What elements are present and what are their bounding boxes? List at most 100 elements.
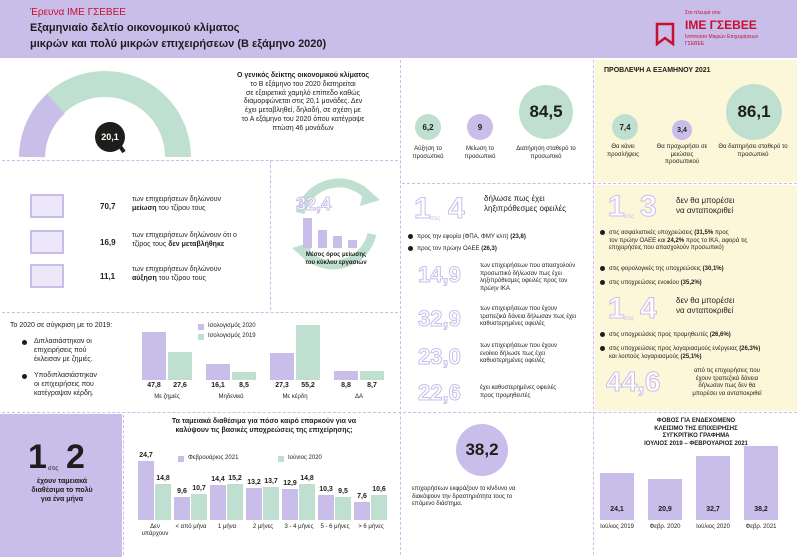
legend-swatch-2019 bbox=[198, 334, 204, 340]
category-label: Δεν υπάρχουν bbox=[141, 524, 169, 538]
header-eyebrow: Έρευνα ΙΜΕ ΓΣΕΒΕΕ bbox=[30, 7, 126, 18]
bar bbox=[296, 324, 320, 380]
page-title: Εξαμηνιαίο δελτίο οικονομικού κλίματος bbox=[30, 22, 240, 34]
legend-swatch-jun2020 bbox=[278, 456, 284, 462]
fear-chart-title-line: ΚΛΕΙΣΙΜΟ ΤΗΣ ΕΠΙΧΕΙΡΗΣΗΣ bbox=[654, 425, 738, 432]
cannot-loans-line: έχουν τραπεζικά δάνεια bbox=[695, 375, 759, 382]
cycle-mini-bar bbox=[348, 240, 357, 248]
category-label: 1 μήνα bbox=[217, 524, 237, 530]
page-subtitle: μικρών και πολύ μικρών επιχειρήσεων (Β ε… bbox=[30, 38, 327, 50]
bar bbox=[334, 371, 358, 380]
bar bbox=[155, 484, 171, 520]
bar bbox=[210, 485, 226, 520]
cannot-loans-line: μπορέσει να ανταποκριθεί bbox=[692, 390, 762, 397]
cannot-pay-1in4: 1 στις 4 δεν θα μπορέσει να ανταποκριθεί bbox=[600, 292, 795, 328]
legend-label-feb2021: Φεβρουάριος 2021 bbox=[188, 455, 239, 461]
debt-rent-line: ενοίκιο δήλωσε πως έχει bbox=[480, 350, 546, 357]
cannot-bullet-value: 24,2% bbox=[667, 237, 685, 244]
fear-chart-title-line: ΣΥΓΚΡΙΤΙΚΟ ΓΡΑΦΗΜΑ bbox=[662, 433, 730, 439]
debt-suppliers-line: προς προμηθευτές bbox=[480, 392, 531, 399]
legend-swatch-2020 bbox=[198, 324, 204, 330]
comparison-bullet-line: κατέγραψαν κέρδη. bbox=[34, 389, 94, 397]
cash-big-2: 2 bbox=[66, 438, 85, 476]
bar-value-label: 9,5 bbox=[338, 488, 348, 496]
cash-small: στις bbox=[48, 466, 59, 472]
cash-panel bbox=[0, 414, 122, 557]
cycle-mini-bar bbox=[318, 230, 327, 248]
forecast-reduce-circle: 3,4 bbox=[672, 120, 692, 140]
staff-increase-label: Αύξηση το προσωπικό bbox=[412, 146, 444, 160]
debt-rent-text: των επιχειρήσεων που έχουν ενοίκιο δήλωσ… bbox=[480, 343, 590, 366]
cannot-bullet-text: επιχειρήσεις που απασχολούν προσωπικό) bbox=[609, 245, 724, 252]
debt-ika-value: 14,9 bbox=[418, 262, 462, 288]
bar bbox=[206, 363, 230, 380]
cycle-label-line: του κύκλου εργασιών bbox=[305, 259, 367, 266]
comparison-bullet-line: Διπλασιάστηκαν οι bbox=[34, 338, 92, 345]
revenue-text-bold: δεν μεταβλήθηκε bbox=[168, 240, 225, 248]
cannot-big-1: 1 bbox=[608, 190, 626, 224]
revenue-text: του τζίρου τους bbox=[158, 204, 206, 212]
debt-ika-text: των επιχειρήσεων που απασχολούν προσωπικ… bbox=[480, 263, 590, 293]
forecast-stable-label: Θα διατηρήσει σταθερό το προσωπικό bbox=[718, 144, 788, 158]
bar bbox=[335, 497, 351, 520]
revenue-row: 70,7 των επιχειρήσεων δηλώνουν μείωση το… bbox=[30, 192, 270, 222]
revenue-row: 16,9 των επιχειρήσεων δηλώνουν ότι ο τζί… bbox=[30, 228, 270, 258]
bar-value-label: 27,3 bbox=[275, 382, 289, 389]
cash-text-line: διαθέσιμα το πολύ bbox=[31, 486, 93, 494]
revenue-value: 70,7 bbox=[100, 202, 116, 211]
bar bbox=[744, 445, 778, 520]
bar-value-label: 10,6 bbox=[372, 485, 386, 493]
logo-name: ΙΜΕ ΓΣΕΒΕΕ bbox=[685, 18, 757, 32]
cannot-bullet-text: στις φορολογικές της υποχρεώσεις bbox=[609, 266, 701, 273]
staff-decrease-circle: 9 bbox=[467, 114, 493, 140]
revenue-text-bold: μείωση bbox=[132, 204, 157, 212]
bar bbox=[142, 332, 166, 380]
cash-chart-title-line: Τα ταμειακά διαθέσιμα για πόσο καιρό επα… bbox=[171, 418, 357, 425]
bar bbox=[270, 352, 294, 380]
logo-subtitle: Ινστιτούτο Μικρών Επιχειρήσεων bbox=[685, 34, 759, 40]
shop-icon bbox=[30, 264, 64, 288]
climate-text-line: σε εξαιρετικά χαμηλό επίπεδο καθώς bbox=[246, 89, 360, 97]
fear-chart-title-line: ΙΟΥΛΙΟΣ 2019 – ΦΕΒΡΟΥΑΡΙΟΣ 2021 bbox=[644, 440, 748, 447]
fear-chart-title: ΦΟΒΟΣ ΓΙΑ ΕΝΔΕΧΟΜΕΝΟ ΚΛΕΙΣΙΜΟ ΤΗΣ ΕΠΙΧΕΙ… bbox=[598, 418, 794, 448]
bar bbox=[232, 371, 256, 380]
cannot-big-4: 4 bbox=[640, 292, 658, 326]
bar-value-label: 8,7 bbox=[367, 382, 377, 389]
climate-text: Ο γενικός δείκτης οικονομικού κλίματος τ… bbox=[213, 72, 393, 133]
climate-text-line: Ο γενικός δείκτης οικονομικού κλίματος bbox=[236, 72, 370, 79]
bar-value-label: 7,6 bbox=[357, 492, 367, 500]
bar-value-label: 27,6 bbox=[173, 382, 187, 389]
cash-text: έχουν ταμειακά διαθέσιμα το πολύ για ένα… bbox=[14, 478, 110, 504]
cash-text-line: έχουν ταμειακά bbox=[36, 478, 88, 485]
category-label: Με κέρδη bbox=[282, 394, 308, 400]
bar bbox=[318, 495, 334, 520]
debt-text: δήλωσε πως έχει bbox=[484, 194, 545, 203]
debt-bullet: προς τον πρώην ΟΑΕΕ (26,3) bbox=[408, 246, 497, 254]
category-label: 3 - 4 μήνες bbox=[284, 524, 314, 530]
bar bbox=[371, 494, 387, 520]
debt-loans-line: καθυστερημένες οφειλές bbox=[480, 321, 545, 327]
staff-stable-circle: 84,5 bbox=[519, 85, 573, 139]
logo-subtitle-2: ΓΣΕΒΕΕ bbox=[685, 41, 705, 47]
climate-text-line: το Β εξάμηνο του 2020 διατηρείται bbox=[250, 80, 356, 88]
debt-bullet: προς την εφορία (ΦΠΑ, ΦΜΥ κλπ) (23,8) bbox=[408, 234, 526, 242]
debt-1in4: 1 στις 4 δήλωσε πως έχει ληξιπρόθεσμες ο… bbox=[414, 192, 594, 232]
revenue-row: 11,1 των επιχειρήσεων δηλώνουν αύξηση το… bbox=[30, 262, 270, 292]
forecast-hire-circle: 7,4 bbox=[612, 114, 638, 140]
debt-bullet-value: (23,8) bbox=[510, 234, 526, 241]
debt-big-1: 1 bbox=[414, 192, 432, 226]
bar-value-label: 13,7 bbox=[264, 478, 278, 486]
logo: Στο πλευρό σου ΙΜΕ ΓΣΕΒΕΕ Ινστιτούτο Μικ… bbox=[635, 4, 795, 54]
debt-bullet-text: προς τον πρώην ΟΑΕΕ bbox=[417, 246, 480, 253]
bar bbox=[227, 483, 243, 520]
debt-big-4: 4 bbox=[448, 192, 466, 226]
cannot-big-3: 3 bbox=[640, 190, 658, 224]
bar-value-label: 24,1 bbox=[610, 506, 624, 513]
cannot-bullet: στις υποχρεώσεις προς λογαριασμούς ενέργ… bbox=[600, 346, 794, 361]
bar bbox=[360, 371, 384, 380]
gauge-value: 20,1 bbox=[95, 122, 125, 152]
climate-text-line: το Α εξάμηνο του 2020 όπου κατέγραψε bbox=[241, 115, 365, 123]
cannot-bullet: στις υποχρεώσεις προς προμηθευτές (26,6%… bbox=[600, 332, 731, 340]
legend-label-2019: Ισολογισμός 2019 bbox=[208, 333, 256, 339]
category-label: Με ζημιές bbox=[154, 394, 180, 400]
